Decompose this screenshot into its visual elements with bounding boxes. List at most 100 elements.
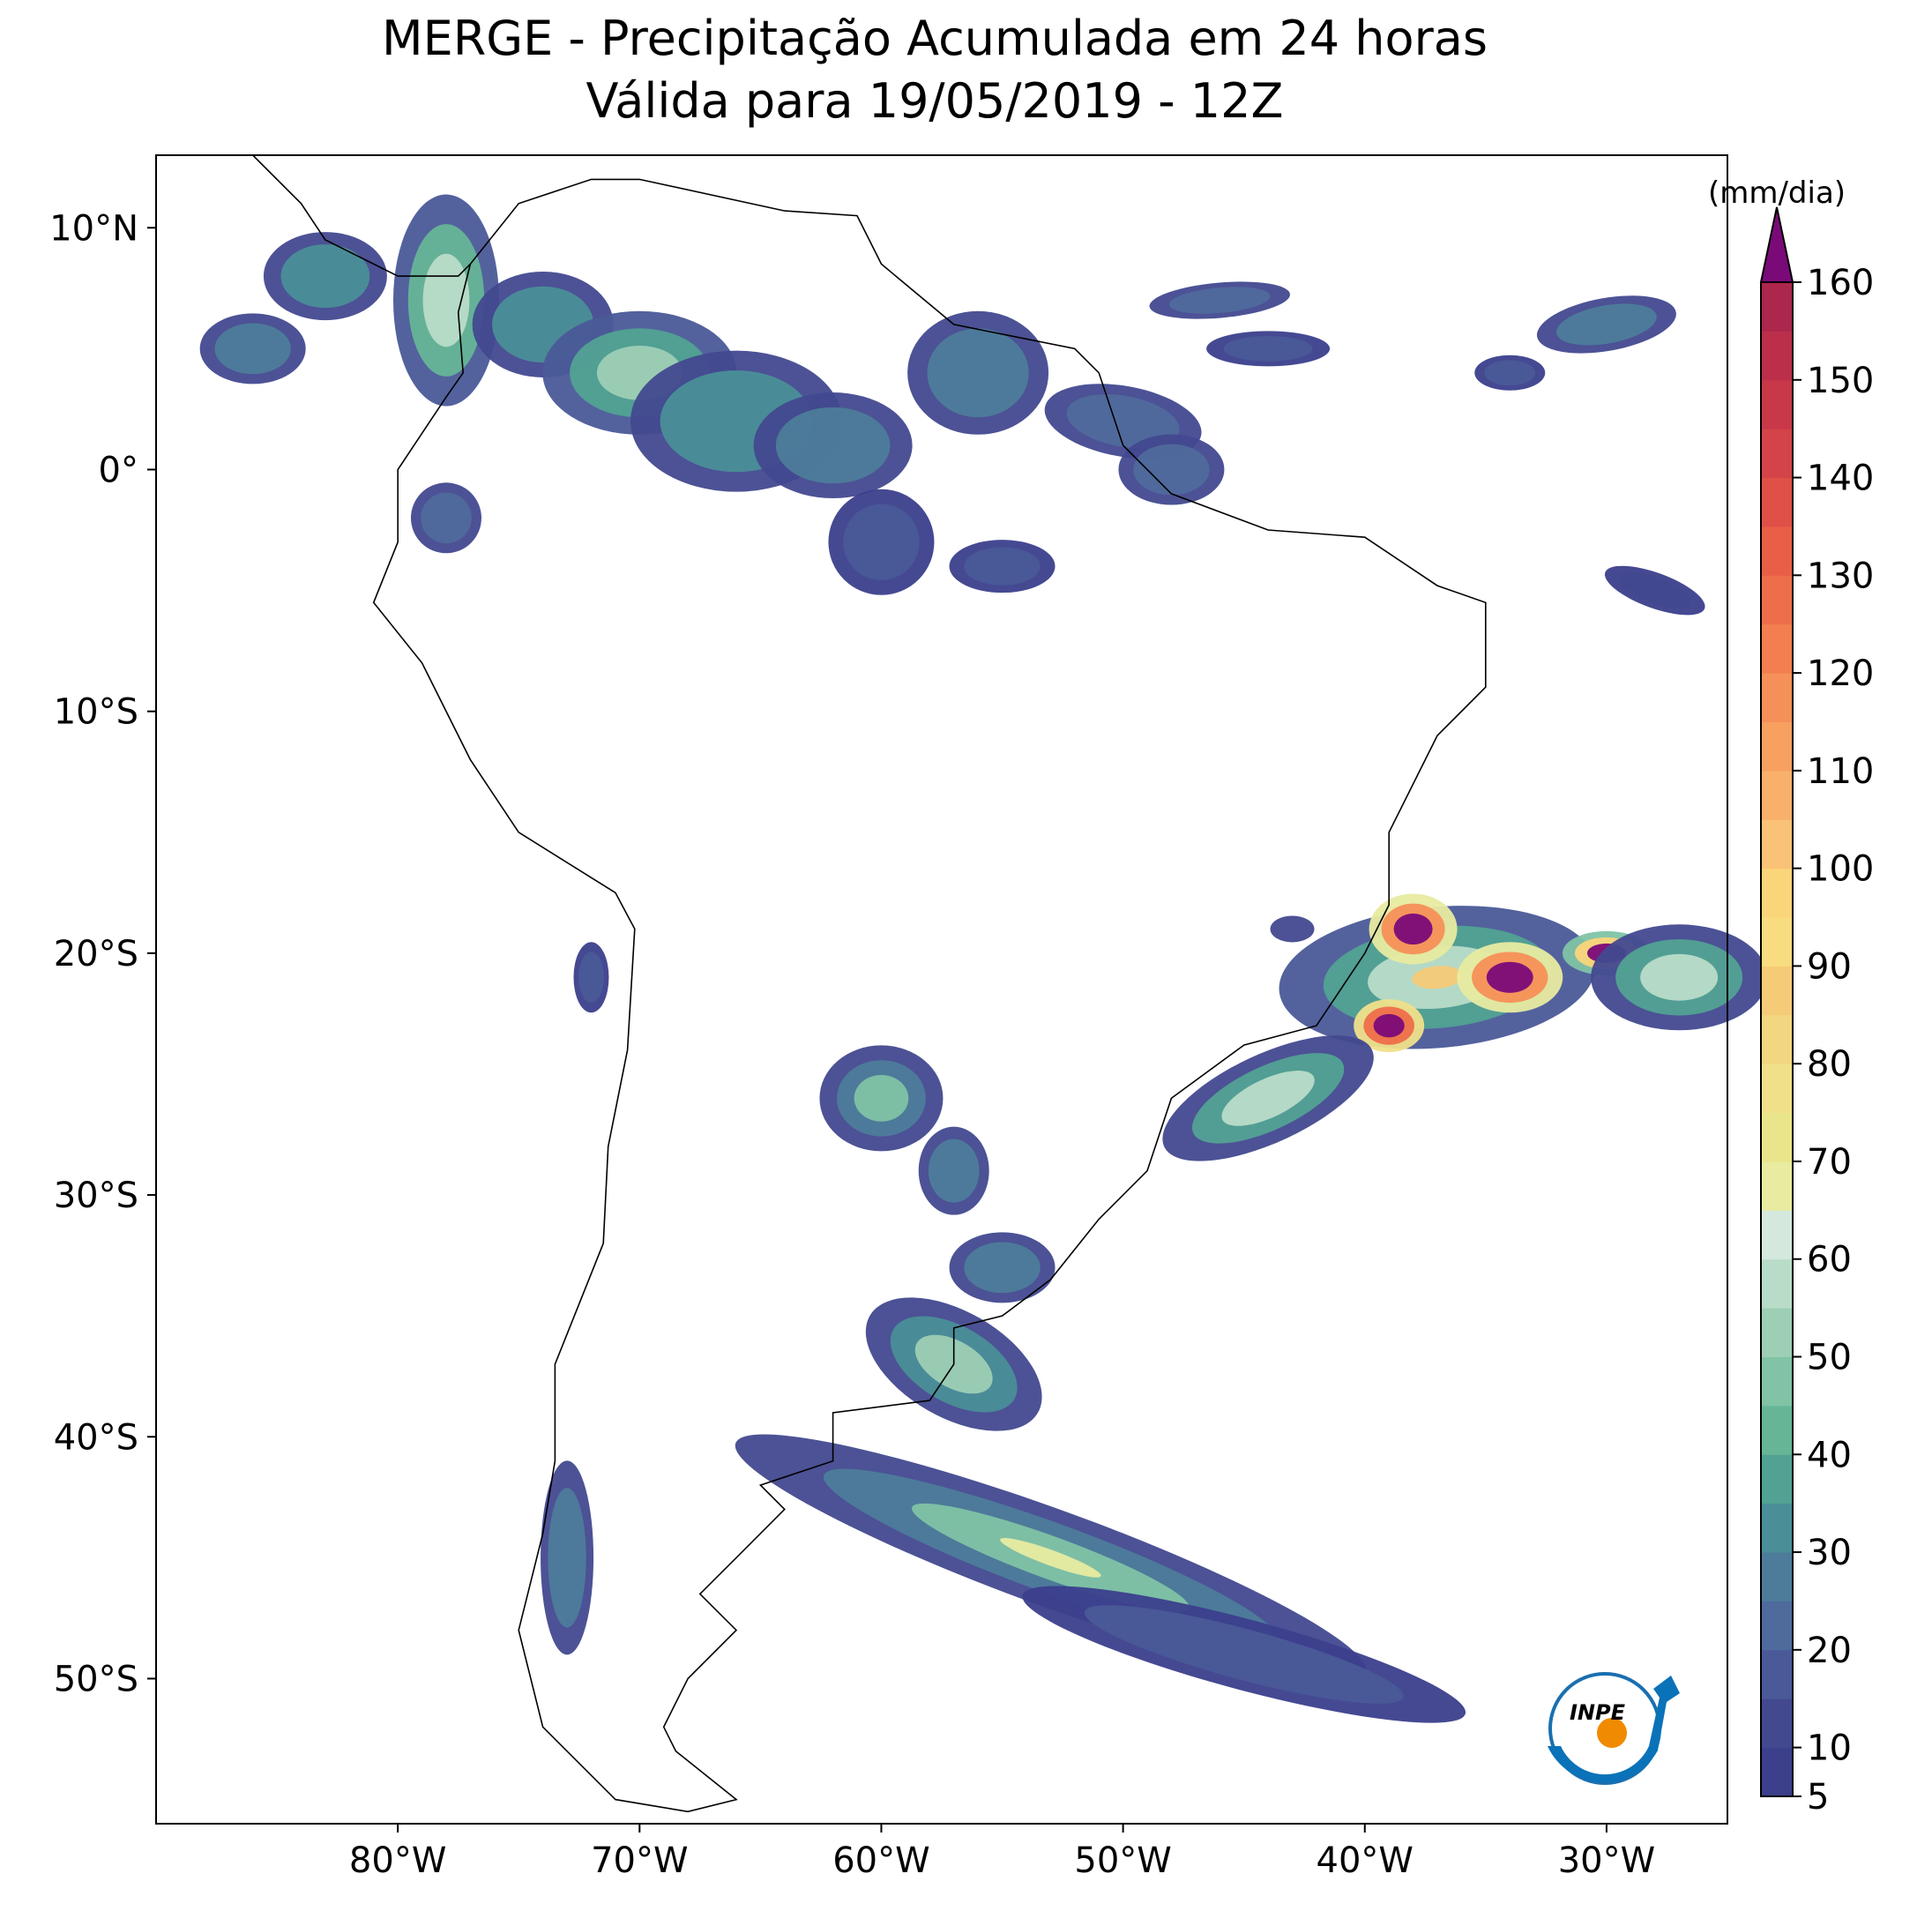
colorbar-band: [1761, 1747, 1793, 1797]
y-tick-label: 50°S: [54, 1659, 138, 1699]
colorbar-tick-label: 80: [1807, 1044, 1852, 1085]
x-tick-label: 80°W: [349, 1840, 446, 1881]
rain-area: [421, 492, 472, 544]
inpe-logo: INPE: [1548, 1672, 1680, 1785]
logo-arrow: [1548, 1676, 1680, 1783]
colorbar-band: [1761, 1161, 1793, 1211]
colorbar-band: [1761, 379, 1793, 429]
colorbar-band: [1761, 917, 1793, 967]
x-tick-label: 30°W: [1558, 1840, 1655, 1881]
colorbar-frame: [1760, 281, 1794, 1797]
colorbar-band: [1761, 1064, 1793, 1114]
y-tick-label: 30°S: [54, 1176, 138, 1216]
colorbar-tick-label: 70: [1807, 1142, 1852, 1183]
colorbar-band: [1761, 1258, 1793, 1309]
rain-area: [1168, 287, 1271, 314]
colorbar-tick-label: 120: [1807, 653, 1874, 694]
rain-area: [1484, 360, 1536, 386]
rain-area: [1373, 1013, 1405, 1038]
colorbar-band: [1761, 966, 1793, 1016]
rain-area: [1000, 1537, 1101, 1578]
map-frame: [155, 154, 1728, 1825]
colorbar-band: [1761, 526, 1793, 576]
colorbar-tick-label: 5: [1807, 1777, 1829, 1818]
colorbar-tick-label: 40: [1807, 1435, 1852, 1475]
x-tick-label: 40°W: [1317, 1840, 1414, 1881]
y-tick-label: 20°S: [54, 934, 138, 974]
colorbar-band: [1761, 429, 1793, 479]
colorbar-band: [1761, 331, 1793, 381]
colorbar-band: [1761, 770, 1793, 820]
rain-area: [1486, 961, 1533, 993]
rain-area: [1221, 1071, 1315, 1126]
rain-area: [422, 253, 470, 347]
rain-area: [854, 1074, 909, 1122]
colorbar-tick-label: 20: [1807, 1631, 1852, 1671]
chart-title: MERGE - Precipitação Acumulada em 24 hor…: [382, 11, 1488, 66]
rain-area: [280, 244, 370, 309]
rain-area: [964, 1242, 1041, 1294]
colorbar-band: [1761, 1698, 1793, 1749]
colorbar-band: [1761, 673, 1793, 722]
colorbar-band: [1761, 868, 1793, 918]
colorbar-tick-label: 100: [1807, 849, 1874, 890]
rain-area: [1223, 335, 1313, 362]
y-tick-label: 10°N: [49, 208, 138, 249]
colorbar-band: [1761, 1601, 1793, 1651]
x-tick-label: 50°W: [1074, 1840, 1171, 1881]
colorbar-band: [1761, 477, 1793, 527]
colorbar-band: [1761, 1210, 1793, 1260]
rain-area: [927, 328, 1029, 418]
colorbar-band: [1761, 819, 1793, 870]
rain-area: [1066, 394, 1180, 449]
colorbar-tick-label: 130: [1807, 556, 1874, 596]
colorbar-tick-label: 10: [1807, 1728, 1852, 1769]
colorbar-band: [1761, 575, 1793, 625]
colorbar-band: [1761, 1503, 1793, 1553]
rain-area: [843, 504, 920, 580]
rain-area: [1084, 1605, 1404, 1704]
rain-area: [1393, 913, 1433, 945]
colorbar-extend: [1759, 206, 1794, 283]
colorbar-band: [1761, 1356, 1793, 1407]
rain-area: [1270, 915, 1315, 943]
colorbar-tick-label: 30: [1807, 1533, 1852, 1573]
coastline: [252, 154, 1487, 1813]
rain-area: [548, 1488, 586, 1628]
logo-text: INPE: [1570, 1700, 1626, 1725]
colorbar-label: (mm/dia): [1708, 175, 1846, 211]
rain-area: [775, 407, 891, 484]
colorbar-band: [1761, 1014, 1793, 1064]
colorbar-band: [1761, 623, 1793, 674]
rain-area: [928, 1138, 980, 1203]
colorbar-tick-label: 110: [1807, 751, 1874, 792]
colorbar-tick-label: 140: [1807, 459, 1874, 499]
colorbar-band: [1761, 1112, 1793, 1162]
colorbar-band: [1761, 1308, 1793, 1358]
x-tick-label: 70°W: [591, 1840, 688, 1881]
continent-outline: [252, 154, 1487, 1813]
colorbar-tick-label: 90: [1807, 946, 1852, 987]
rain-area: [1133, 444, 1210, 496]
rain-area: [1618, 572, 1691, 608]
y-tick-label: 40°S: [54, 1417, 138, 1458]
logo-dot: [1597, 1718, 1627, 1748]
colorbar-band: [1761, 1405, 1793, 1455]
rain-area: [1412, 966, 1463, 989]
chart-subtitle: Válida para 19/05/2019 - 12Z: [586, 73, 1284, 129]
colorbar-tick-label: 50: [1807, 1338, 1852, 1378]
x-tick-label: 60°W: [832, 1840, 929, 1881]
colorbar-tick-label: 160: [1807, 263, 1874, 303]
rain-area: [1640, 953, 1719, 1001]
colorbar-band: [1761, 282, 1793, 332]
colorbar-band: [1761, 1552, 1793, 1601]
rain-area: [214, 323, 291, 375]
colorbar-band: [1761, 1454, 1793, 1504]
rain-area: [578, 952, 604, 1004]
rain-area: [964, 547, 1041, 586]
precipitation-field: [199, 194, 1768, 1723]
colorbar-band: [1761, 1649, 1793, 1699]
colorbar-tick-label: 60: [1807, 1240, 1852, 1280]
colorbar-tick-label: 150: [1807, 361, 1874, 401]
